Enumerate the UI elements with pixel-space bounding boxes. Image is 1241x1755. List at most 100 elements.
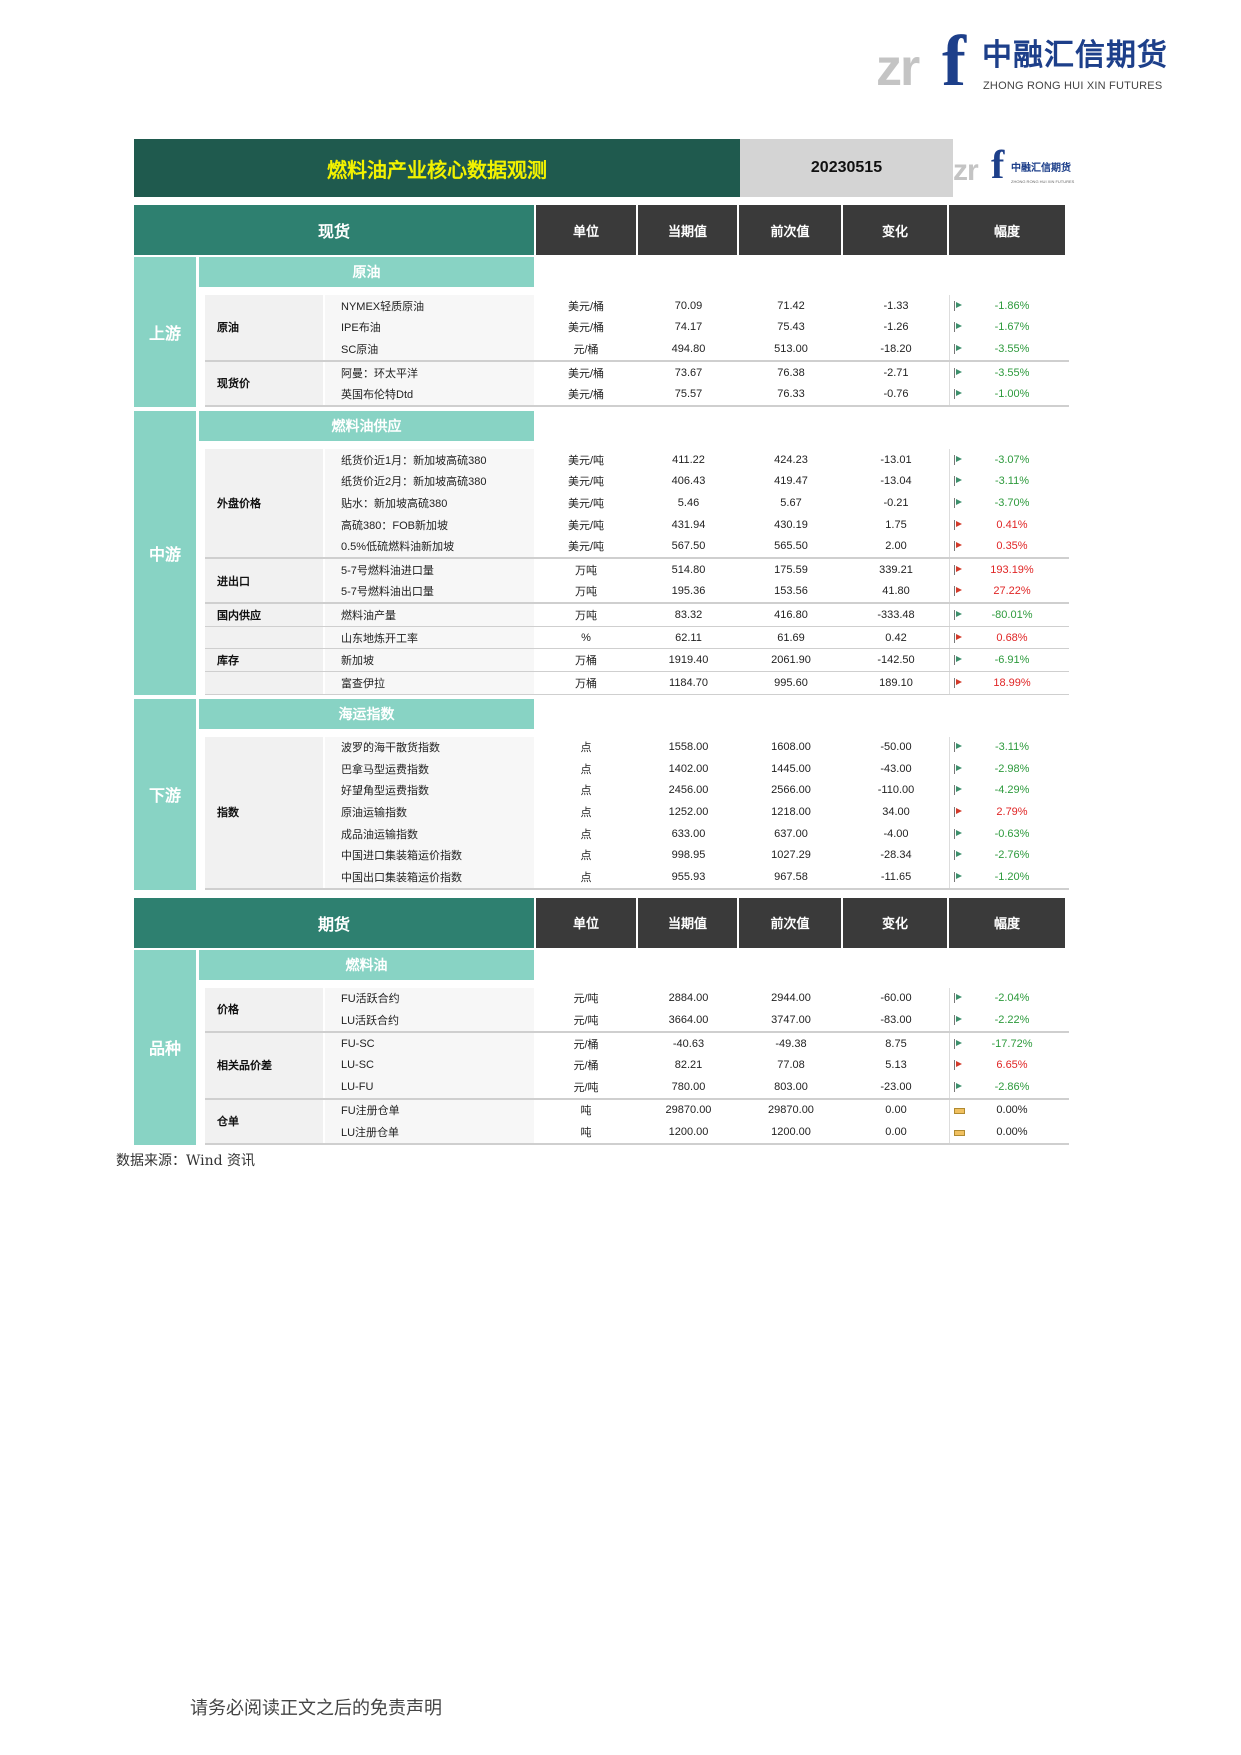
indicator-name: 波罗的海干散货指数 — [325, 736, 534, 759]
group-rows: 阿曼：环太平洋 美元/桶 73.67 76.38 -2.71 -3.55% 英国布伦特Dtd… — [323, 361, 1069, 405]
group-rows: FU-SC 元/桶 -40.63 -49.38 8.75 -17.72% LU-SC 元/桶 8… — [323, 1032, 1069, 1098]
previous-value: 1200.00 — [771, 1126, 811, 1139]
group-rows: 燃料油产量 万吨 83.32 416.80 -333.48 -80.01% — [323, 604, 1069, 626]
table-row: IPE布油 美元/桶 74.17 75.43 -1.26 -1.67% — [323, 316, 1069, 339]
change-value: 5.13 — [885, 1059, 907, 1072]
change-percent: -2.98% — [994, 762, 1030, 775]
logo-mark-f: f — [942, 21, 966, 101]
change-percent-cell: -1.86% — [949, 295, 1060, 317]
column-header: 幅度 — [949, 897, 1065, 948]
up-flag-icon — [954, 632, 964, 643]
indicator-name: 高硫380：FOB新加坡 — [325, 513, 534, 536]
unit: 点 — [580, 850, 592, 863]
change-percent: -3.55% — [994, 366, 1030, 379]
change-percent: -1.20% — [994, 870, 1030, 883]
subheader: 燃料油 — [199, 949, 534, 980]
change-percent-cell: 27.22% — [949, 580, 1060, 603]
indicator-name: LU-SC — [325, 1054, 534, 1077]
change-percent: 0.00% — [996, 1126, 1028, 1139]
row-group: 价格 FU活跃合约 元/吨 2884.00 2944.00 -60.00 -2.04% LU活… — [205, 987, 1069, 1033]
change-percent-cell: 6.65% — [949, 1054, 1060, 1077]
table-row: 高硫380：FOB新加坡 美元/吨 431.94 430.19 1.75 0.41% — [323, 513, 1069, 536]
current-value: 29870.00 — [665, 1104, 712, 1117]
mini-logo-f: f — [991, 142, 1005, 187]
column-header: 变化 — [843, 897, 947, 948]
change-percent-cell: -3.11% — [949, 736, 1060, 759]
change-percent: 0.41% — [996, 518, 1028, 531]
previous-value: 995.60 — [774, 676, 808, 689]
table-row: 山东地炼开工率% 62.11 61.69 0.42 0.68% — [323, 626, 1069, 649]
previous-value: 1445.00 — [771, 762, 811, 775]
change-value: 189.10 — [879, 676, 913, 689]
unit: 美元/桶 — [567, 322, 605, 335]
change-percent-cell: 0.00% — [949, 1099, 1060, 1122]
change-percent-cell: -17.72% — [949, 1032, 1060, 1055]
table-row: 贴水：新加坡高硫380 美元/吨 5.46 5.67 -0.21 -3.70% — [323, 492, 1069, 514]
indicator-name: 山东地炼开工率 — [325, 626, 534, 649]
table-row: LU-SC 元/桶 82.21 77.08 5.13 6.65% — [323, 1054, 1069, 1077]
previous-value: 416.80 — [774, 608, 808, 621]
change-value: 339.21 — [879, 563, 913, 576]
previous-value: 5.67 — [780, 496, 802, 509]
change-percent: -2.76% — [994, 849, 1030, 862]
previous-value: 2944.00 — [771, 992, 811, 1005]
section-header: 期货 单位 当期值 前次值 变化 幅度 — [134, 897, 1069, 948]
row-group: 山东地炼开工率% 62.11 61.69 0.42 0.68% — [205, 626, 1069, 650]
indicator-name: 英国布伦特Dtd — [325, 383, 534, 405]
unit: 美元/吨 — [567, 497, 605, 510]
current-value: 406.43 — [671, 475, 706, 488]
current-value: 62.11 — [675, 631, 702, 644]
current-value: 514.80 — [671, 563, 706, 576]
change-percent: -6.91% — [994, 654, 1030, 667]
change-percent: -1.86% — [994, 299, 1030, 312]
change-percent: -0.63% — [994, 827, 1030, 840]
change-percent-cell: -2.04% — [949, 987, 1060, 1010]
indicator-name: 好望角型运费指数 — [325, 779, 534, 802]
current-value: 955.93 — [671, 870, 706, 883]
down-flag-icon — [954, 476, 964, 487]
flat-bar-icon — [954, 1127, 965, 1137]
mini-logo-en: ZHONG RONG HUI XIN FUTURES — [1011, 179, 1075, 184]
column-header: 当期值 — [638, 897, 737, 948]
current-value: 70.09 — [674, 299, 703, 312]
current-value: 998.95 — [671, 849, 706, 862]
change-value: -142.50 — [877, 654, 915, 667]
group-label: 价格 — [205, 987, 323, 1031]
change-percent: -3.70% — [994, 496, 1030, 509]
column-header: 前次值 — [739, 897, 841, 948]
indicator-name: FU注册仓单 — [325, 1099, 534, 1122]
category-body: 海运指数 指数 波罗的海干散货指数点 1558.00 1608.00 -50.00 -3.1… — [199, 698, 1069, 890]
current-value: 411.22 — [672, 453, 705, 466]
change-percent: -3.07% — [994, 453, 1030, 466]
previous-value: 75.43 — [777, 321, 805, 334]
category-block: 下游 海运指数 指数 波罗的海干散货指数点 1558.00 1608.00 -50.00 -3… — [134, 698, 1069, 890]
unit: 美元/吨 — [567, 541, 605, 554]
previous-value: 430.19 — [774, 518, 808, 531]
change-value: -11.65 — [880, 870, 912, 883]
previous-value: 29870.00 — [768, 1104, 814, 1117]
change-percent-cell: -3.70% — [949, 492, 1060, 514]
current-value: 74.17 — [674, 321, 703, 334]
up-flag-icon — [954, 807, 964, 818]
change-percent-cell: 18.99% — [949, 671, 1060, 694]
change-value: 8.75 — [885, 1037, 907, 1050]
table-row: FU活跃合约 元/吨 2884.00 2944.00 -60.00 -2.04% — [323, 987, 1069, 1010]
row-group: 原油 NYMEX轻质原油 美元/桶 70.09 71.42 -1.33 -1.86% IPE布… — [205, 295, 1069, 362]
indicator-name: 成品油运输指数 — [325, 822, 534, 845]
indicator-name: FU活跃合约 — [325, 987, 534, 1010]
table-row: 纸货价近2月：新加坡高硫380 美元/吨 406.43 419.47 -13.04 -3.… — [323, 470, 1069, 493]
change-value: -60.00 — [880, 992, 912, 1005]
group-label: 库存 — [205, 649, 323, 671]
row-group: 相关品价差 FU-SC 元/桶 -40.63 -49.38 8.75 -17.72% LU-S… — [205, 1032, 1069, 1100]
row-group: 现货价 阿曼：环太平洋 美元/桶 73.67 76.38 -2.71 -3.55% 英国布伦特… — [205, 361, 1069, 407]
change-percent: 2.79% — [996, 806, 1028, 819]
change-value: 0.00 — [885, 1126, 907, 1139]
category-label: 中游 — [134, 410, 196, 695]
change-percent-cell: 0.68% — [949, 626, 1060, 649]
group-rows: 山东地炼开工率% 62.11 61.69 0.42 0.68% — [323, 626, 1069, 649]
down-flag-icon — [954, 850, 964, 861]
group-label: 相关品价差 — [205, 1032, 323, 1098]
category-body: 燃料油 价格 FU活跃合约 元/吨 2884.00 2944.00 -60.00 -2.04%… — [199, 949, 1069, 1145]
indicator-name: 新加坡 — [325, 649, 534, 671]
down-flag-icon — [954, 497, 964, 508]
